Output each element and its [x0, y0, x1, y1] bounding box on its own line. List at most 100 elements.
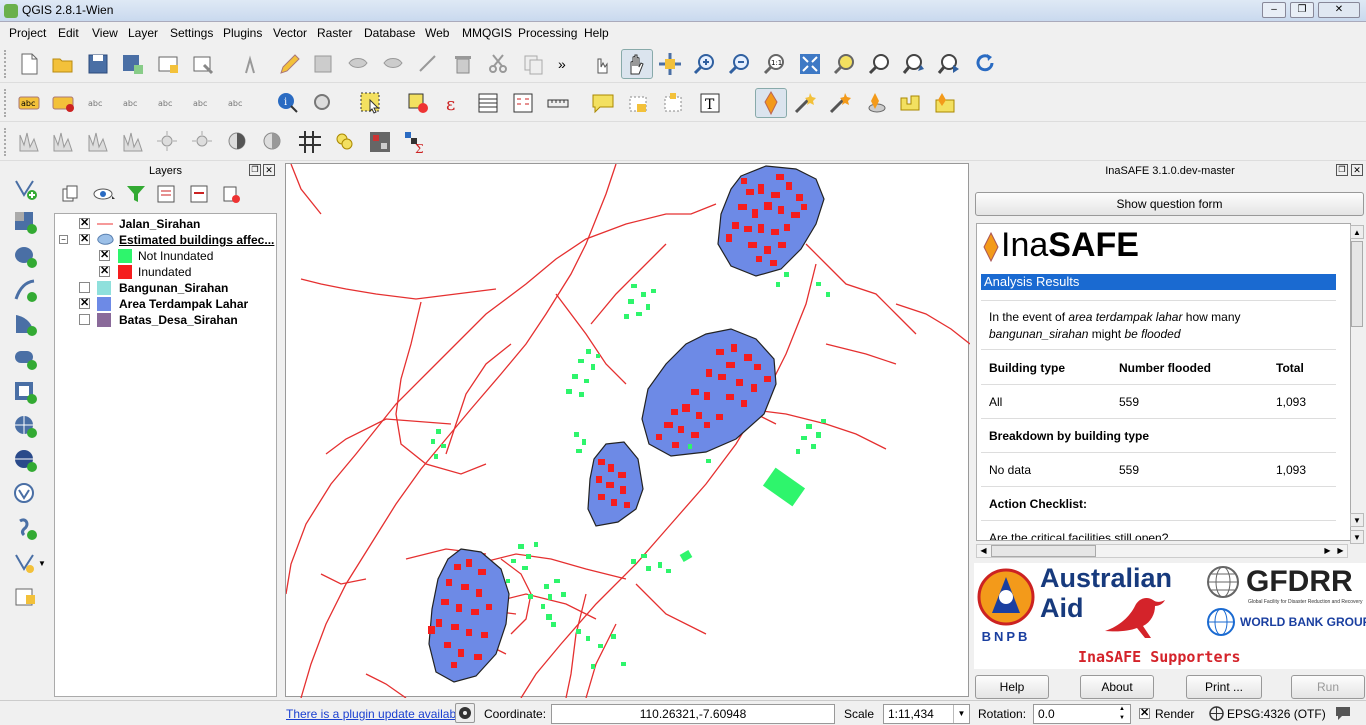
layer-checkbox[interactable] [79, 314, 90, 325]
attribute-table-icon[interactable] [475, 90, 501, 116]
scroll-thumb[interactable] [1351, 241, 1363, 327]
menu-layer[interactable]: Layer [128, 26, 159, 40]
local-histogram-stretch-icon[interactable] [50, 129, 76, 155]
zoom-native-icon[interactable]: 1:1 [762, 51, 788, 77]
message-log-icon[interactable] [1334, 705, 1352, 724]
legend-item-not-inundated[interactable]: ✕ Not Inundated [55, 248, 275, 264]
show-hide-labels-icon[interactable]: abc [120, 90, 146, 116]
layer-checkbox[interactable]: ✕ [79, 297, 90, 309]
raster-calculator-icon[interactable] [367, 129, 393, 155]
grid-tool-icon[interactable] [297, 129, 323, 155]
run-feature-action-icon[interactable] [310, 90, 336, 116]
cumulative-cut-stretch-icon[interactable] [120, 129, 146, 155]
legend-checkbox[interactable]: ✕ [99, 265, 110, 277]
float-panel-icon[interactable]: ❐ [249, 164, 261, 176]
move-feature-icon[interactable] [380, 51, 406, 77]
layer-checkbox[interactable] [79, 282, 90, 293]
save-as-icon[interactable] [120, 51, 146, 77]
zoom-next-icon[interactable] [937, 51, 963, 77]
left-toolbar-dropdown-arrow[interactable]: ▼ [38, 559, 46, 568]
filter-legend-icon[interactable] [123, 181, 149, 207]
about-button[interactable]: About [1080, 675, 1154, 699]
batch-runner-icon[interactable] [932, 90, 958, 116]
zonal-statistics-icon[interactable]: Σ [402, 129, 428, 156]
layer-item-area-terdampak-lahar[interactable]: ✕ Area Terdampak Lahar [55, 296, 275, 312]
scroll-right-arrow-2[interactable]: ▶ [1337, 546, 1344, 555]
layer-item-estimated-buildings[interactable]: − ✕ Estimated buildings affec... [55, 232, 275, 248]
coordinate-field[interactable]: 110.26321,-7.60948 [551, 704, 835, 724]
menu-database[interactable]: Database [364, 26, 416, 40]
menu-web[interactable]: Web [425, 26, 450, 40]
manage-visibility-icon[interactable] [91, 181, 117, 207]
add-db2-layer-icon[interactable] [12, 379, 38, 405]
delete-selected-icon[interactable] [450, 51, 476, 77]
add-oracle-layer-icon[interactable] [12, 345, 38, 371]
add-delimited-text-icon[interactable] [12, 515, 38, 541]
legend-item-inundated[interactable]: ✕ Inundated [55, 264, 275, 280]
menu-help[interactable]: Help [584, 26, 609, 40]
decrease-contrast-icon[interactable] [260, 129, 286, 155]
add-wcs-layer-icon[interactable] [12, 447, 38, 473]
rotation-spinbox[interactable]: 0.0 ▲ ▼ [1033, 704, 1131, 724]
label-tool-icon[interactable]: abc [16, 90, 42, 116]
save-project-icon[interactable] [85, 51, 111, 77]
add-wms-layer-icon[interactable] [12, 413, 38, 439]
maximize-button[interactable]: ❐ [1290, 2, 1314, 18]
layer-checkbox[interactable]: ✕ [79, 233, 90, 245]
add-group-icon[interactable] [57, 181, 83, 207]
rotation-down-icon[interactable]: ▼ [1119, 715, 1125, 721]
menu-plugins[interactable]: Plugins [223, 26, 263, 40]
deselect-features-icon[interactable] [405, 90, 431, 116]
close-panel-icon[interactable]: ✕ [1351, 164, 1363, 176]
add-wfs-layer-icon[interactable] [12, 481, 38, 507]
h-scroll-thumb[interactable] [991, 545, 1096, 557]
zoom-to-selection-icon[interactable] [867, 51, 893, 77]
new-bookmark-icon[interactable] [625, 90, 651, 116]
field-calculator-icon[interactable] [510, 90, 536, 116]
scroll-down-arrow-2[interactable]: ▼ [1350, 530, 1364, 544]
pin-label-icon[interactable]: abc [85, 90, 111, 116]
shakemap-converter-icon[interactable] [897, 90, 923, 116]
save-edits-icon[interactable] [310, 51, 336, 77]
new-print-composer-icon[interactable] [155, 51, 181, 77]
minimum-needs-icon[interactable] [862, 90, 888, 116]
select-by-expression-icon[interactable]: ε [440, 90, 466, 116]
decrease-brightness-icon[interactable] [190, 129, 216, 155]
composer-manager-icon[interactable] [190, 51, 216, 77]
cut-features-icon[interactable] [485, 51, 511, 77]
remove-layer-icon[interactable] [218, 181, 244, 207]
help-button[interactable]: Help [975, 675, 1049, 699]
keyword-wizard-icon[interactable] [792, 90, 818, 116]
add-spatialite-layer-icon[interactable] [12, 277, 38, 303]
map-canvas[interactable] [285, 163, 971, 699]
add-vector-layer-icon[interactable] [12, 175, 38, 201]
node-tool-icon[interactable] [415, 51, 441, 77]
toolbar-overflow-icon[interactable]: » [558, 56, 566, 72]
zoom-last-icon[interactable] [902, 51, 928, 77]
select-features-icon[interactable] [358, 90, 384, 116]
close-window-button[interactable]: ✕ [1318, 2, 1360, 18]
menu-view[interactable]: View [92, 26, 118, 40]
impact-function-wizard-icon[interactable] [827, 90, 853, 116]
run-button[interactable]: Run [1291, 675, 1365, 699]
zoom-full-icon[interactable] [797, 51, 823, 77]
horizontal-scrollbar[interactable]: ◀ ▶ ▶ [976, 544, 1348, 558]
menu-mmqgis[interactable]: MMQGIS [462, 26, 512, 40]
menu-settings[interactable]: Settings [170, 26, 214, 40]
zoom-to-layer-icon[interactable] [832, 51, 858, 77]
layer-item-batas-desa-sirahan[interactable]: Batas_Desa_Sirahan [55, 312, 275, 328]
expand-all-icon[interactable] [153, 181, 179, 207]
legend-checkbox[interactable]: ✕ [99, 249, 110, 261]
pan-to-selection-icon[interactable] [657, 51, 683, 77]
scroll-right-arrow[interactable]: ▶ [1324, 546, 1331, 555]
render-checkbox[interactable]: ✕ [1139, 707, 1150, 719]
scroll-left-arrow[interactable]: ◀ [980, 546, 987, 555]
collapse-all-icon[interactable] [186, 181, 212, 207]
add-postgis-layer-icon[interactable] [12, 243, 38, 269]
show-bookmarks-icon[interactable] [660, 90, 686, 116]
show-question-form-button[interactable]: Show question form [975, 192, 1364, 216]
text-annotation-icon[interactable]: T [697, 90, 723, 116]
new-shapefile-icon[interactable] [12, 549, 38, 575]
touch-zoom-pan-icon[interactable] [588, 51, 614, 77]
points-tool-icon[interactable] [332, 129, 358, 155]
